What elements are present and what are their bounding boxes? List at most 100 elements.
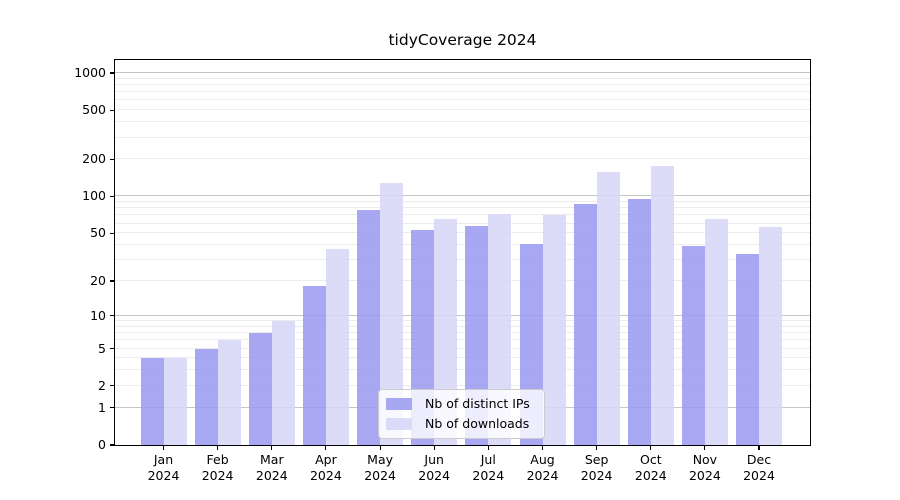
y-axis-tick <box>110 232 115 234</box>
gridline-minor <box>115 136 810 138</box>
x-tick-year: 2024 <box>526 467 559 483</box>
x-tick-month: Sep <box>584 452 609 467</box>
x-tick-year: 2024 <box>309 467 342 483</box>
x-axis-tick <box>325 445 327 450</box>
y-axis-tick <box>110 315 115 317</box>
y-axis-tick-label: 10 <box>90 307 106 323</box>
y-axis-tick-label: 2 <box>98 377 106 393</box>
bar-distinct-ips-apr <box>302 286 326 445</box>
plot-area: Nb of distinct IPs Nb of downloads 0 1 2 5 1… <box>74 59 811 483</box>
gridline-minor <box>115 320 810 321</box>
bar-distinct-ips-jan <box>140 358 164 445</box>
gridline-minor <box>115 91 810 93</box>
x-tick-month: Apr <box>315 452 337 467</box>
x-tick-month: Aug <box>530 452 555 467</box>
bar-distinct-ips-oct <box>627 199 651 445</box>
legend-label-downloads: Nb of downloads <box>425 416 530 431</box>
x-axis-tick-label: Jun 2024 <box>406 452 462 483</box>
x-tick-month: May <box>367 452 394 467</box>
y-axis-tick <box>110 158 115 160</box>
y-axis-tick <box>110 109 115 111</box>
gridline-major <box>115 71 810 73</box>
x-axis-tick <box>487 445 489 450</box>
gridline-minor <box>115 222 810 224</box>
gridline-minor <box>115 384 810 386</box>
x-axis-tick-label: Feb 2024 <box>190 452 246 483</box>
bar-downloads-apr <box>325 249 349 445</box>
legend-swatch-distinct-ips <box>386 397 412 410</box>
legend-swatch-downloads <box>386 417 412 430</box>
x-axis-tick-label: Aug 2024 <box>515 452 571 483</box>
y-axis-tick <box>110 195 115 197</box>
x-axis-tick-label: May 2024 <box>352 452 408 483</box>
bar-downloads-jun <box>434 219 458 445</box>
x-axis-tick <box>162 445 165 450</box>
y-axis-tick <box>110 385 115 387</box>
legend-item-distinct-ips: Nb of distinct IPs <box>386 396 530 411</box>
x-tick-month: Mar <box>260 452 284 467</box>
gridline-minor <box>115 99 810 101</box>
x-axis-tick <box>271 445 273 450</box>
x-tick-month: Jan <box>153 452 174 467</box>
x-axis-tick <box>433 445 435 450</box>
x-axis-tick-label: Jul 2024 <box>460 452 516 483</box>
bar-downloads-sep <box>596 172 620 445</box>
gridline-minor <box>115 232 810 234</box>
x-axis-tick-label: Oct 2024 <box>623 452 679 483</box>
y-axis-tick <box>110 72 115 74</box>
gridline-minor <box>115 332 810 333</box>
x-axis-tick <box>650 445 652 450</box>
x-tick-year: 2024 <box>364 467 396 483</box>
gridline-major <box>115 195 810 197</box>
x-tick-month: Dec <box>746 452 772 467</box>
x-tick-year: 2024 <box>634 467 667 483</box>
x-axis-tick <box>379 445 381 450</box>
y-axis-tick <box>110 444 115 446</box>
gridline-minor <box>115 357 810 359</box>
y-axis-tick-label: 5 <box>98 340 106 356</box>
bar-distinct-ips-may <box>357 209 381 445</box>
bar-downloads-oct <box>650 165 674 445</box>
gridline-minor <box>115 109 810 111</box>
y-axis-tick <box>110 347 115 350</box>
gridline-minor <box>115 83 810 85</box>
chart-title: tidyCoverage 2024 <box>388 31 537 49</box>
x-tick-month: Oct <box>639 452 662 467</box>
gridline-minor <box>115 244 810 245</box>
gridline-major <box>115 314 810 316</box>
y-axis-tick-label: 50 <box>90 225 106 241</box>
x-tick-year: 2024 <box>201 467 234 483</box>
y-axis-tick-label: 100 <box>82 188 106 204</box>
x-axis-tick <box>217 445 219 450</box>
gridline-minor <box>115 121 810 123</box>
x-axis-tick <box>758 445 760 450</box>
x-tick-year: 2024 <box>472 467 505 483</box>
bar-distinct-ips-sep <box>573 203 597 445</box>
bar-downloads-nov <box>704 218 728 445</box>
gridline-minor <box>115 347 810 349</box>
x-tick-month: Nov <box>692 452 718 467</box>
x-axis-tick-label: Sep 2024 <box>569 452 625 483</box>
x-tick-month: Jun <box>424 452 444 467</box>
y-axis-tick-label: 1000 <box>74 64 106 80</box>
y-axis-tick-label: 500 <box>82 102 106 118</box>
gridline-minor <box>115 339 810 341</box>
bar-distinct-ips-mar <box>248 333 272 445</box>
legend: Nb of distinct IPs Nb of downloads <box>378 389 545 439</box>
y-axis-tick <box>110 407 115 409</box>
bar-distinct-ips-nov <box>681 246 705 445</box>
x-axis-tick-label: Mar 2024 <box>244 452 300 483</box>
gridline-minor <box>115 158 810 160</box>
bar-downloads-jul <box>488 213 512 445</box>
bar-downloads-mar <box>271 321 295 445</box>
x-axis-tick <box>596 445 598 450</box>
bar-downloads-dec <box>759 227 782 445</box>
x-tick-year: 2024 <box>147 467 180 483</box>
x-tick-year: 2024 <box>255 467 288 483</box>
y-axis-tick-label: 200 <box>82 151 106 167</box>
x-tick-month: Feb <box>206 452 229 467</box>
gridline-minor <box>115 207 810 209</box>
x-tick-year: 2024 <box>743 467 775 483</box>
gridline-minor <box>115 259 810 260</box>
